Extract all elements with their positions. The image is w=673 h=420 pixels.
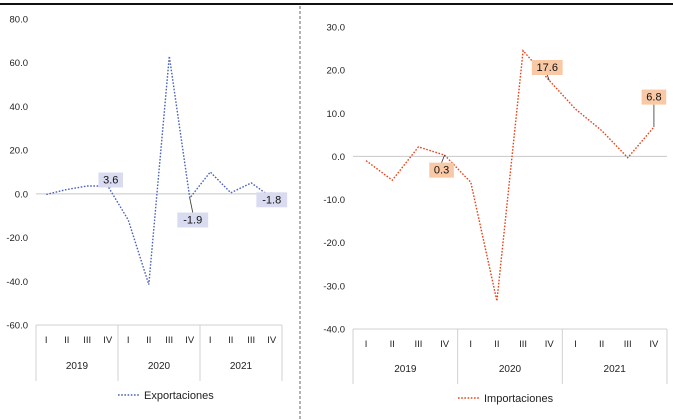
year-label: 2019 xyxy=(394,364,417,375)
data-label: 6.8 xyxy=(646,92,661,104)
x-tick-label: III xyxy=(247,335,255,346)
data-label-box xyxy=(429,162,454,178)
data-label: 17.6 xyxy=(537,62,558,74)
data-label-box xyxy=(177,212,209,228)
y-tick-label: 20.0 xyxy=(327,66,346,77)
y-tick-label: -60.0 xyxy=(6,321,28,332)
data-label-box xyxy=(641,89,667,105)
x-tick-label: I xyxy=(365,339,368,350)
y-tick-label: 60.0 xyxy=(10,58,29,69)
x-tick-label: IV xyxy=(649,339,659,350)
series-line-importaciones xyxy=(365,49,655,302)
x-tick-label: II xyxy=(494,339,499,350)
x-tick-label: IV xyxy=(440,339,450,350)
x-tick-label: I xyxy=(209,335,212,346)
x-tick-label: IV xyxy=(545,339,555,350)
x-tick-label: II xyxy=(64,335,69,346)
y-tick-label: 20.0 xyxy=(10,146,29,157)
y-tick-label: -20.0 xyxy=(323,238,345,249)
y-tick-label: -40.0 xyxy=(6,277,28,288)
y-tick-label: 10.0 xyxy=(327,109,346,120)
y-tick-label: -10.0 xyxy=(323,195,345,206)
data-label-box xyxy=(256,192,288,208)
data-label-leader xyxy=(546,74,550,81)
legend-label: Exportaciones xyxy=(144,390,214,402)
y-tick-label: 40.0 xyxy=(10,102,29,113)
x-tick-label: II xyxy=(146,335,151,346)
data-label-leader xyxy=(441,154,445,163)
data-label: 0.3 xyxy=(434,165,449,177)
y-tick-label: 0.0 xyxy=(15,189,28,200)
x-tick-label: III xyxy=(165,335,173,346)
data-label-box xyxy=(98,172,124,188)
x-tick-label: III xyxy=(83,335,91,346)
x-tick-label: II xyxy=(228,335,233,346)
series-line-exportaciones xyxy=(46,56,273,285)
x-tick-label: II xyxy=(599,339,604,350)
y-tick-label: -20.0 xyxy=(6,233,28,244)
data-label-box xyxy=(531,59,563,75)
x-tick-label: III xyxy=(519,339,527,350)
year-label: 2020 xyxy=(148,361,171,372)
x-tick-label: IV xyxy=(185,335,195,346)
y-tick-label: 0.0 xyxy=(332,152,345,163)
x-tick-label: I xyxy=(45,335,48,346)
data-label: 3.6 xyxy=(103,174,118,186)
y-tick-label: -30.0 xyxy=(323,281,345,292)
x-tick-label: I xyxy=(469,339,472,350)
y-tick-label: -40.0 xyxy=(323,325,345,336)
data-label: -1.8 xyxy=(262,194,281,206)
x-tick-label: IV xyxy=(267,335,277,346)
year-label: 2021 xyxy=(604,364,627,375)
data-label-leader xyxy=(189,197,194,213)
year-label: 2019 xyxy=(66,361,89,372)
year-label: 2020 xyxy=(499,364,522,375)
x-tick-label: III xyxy=(624,339,632,350)
legend-label: Importaciones xyxy=(484,393,554,405)
x-tick-label: IV xyxy=(103,335,113,346)
y-tick-label: 30.0 xyxy=(327,23,346,34)
data-label: -1.9 xyxy=(183,215,202,227)
x-tick-label: I xyxy=(127,335,130,346)
x-tick-label: I xyxy=(574,339,577,350)
year-label: 2021 xyxy=(230,361,253,372)
x-tick-label: III xyxy=(414,339,422,350)
y-tick-label: 80.0 xyxy=(10,15,29,26)
x-tick-label: II xyxy=(390,339,395,350)
